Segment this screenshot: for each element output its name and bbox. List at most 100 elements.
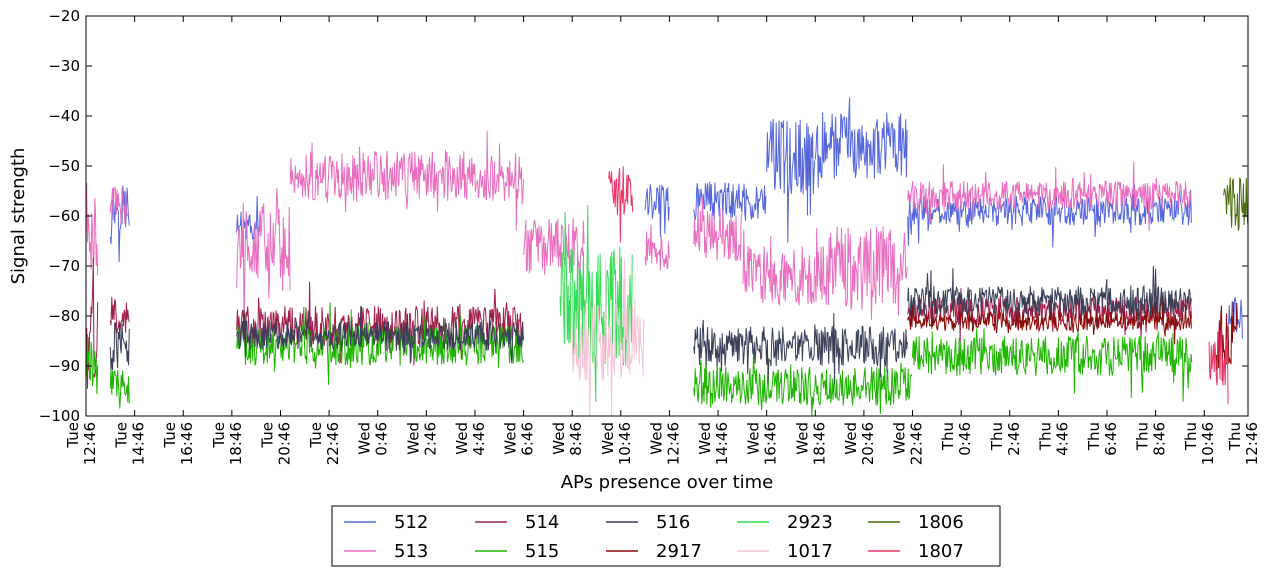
x-tick-label-line: Wed: [793, 422, 811, 455]
x-tick-label: Thu 12:46: [1226, 422, 1261, 465]
series-line: [693, 312, 908, 385]
series-line: [109, 186, 130, 225]
legend-frame: [331, 505, 1001, 567]
series-line: [814, 226, 908, 320]
series-line: [86, 182, 99, 276]
series-line: [693, 181, 767, 221]
x-tick-label: Wed 10:46: [599, 422, 634, 465]
y-tick-label: −20: [48, 7, 80, 25]
x-tick-label-line: 22:46: [908, 422, 926, 465]
y-tick-label: −90: [48, 357, 80, 375]
x-tick-label-line: Wed: [599, 422, 617, 455]
legend: 512 513 514 515 516 2917 2923 1017 1806 1807: [331, 505, 1001, 567]
x-tick-label-line: Thu: [988, 422, 1006, 451]
series-line: [523, 217, 585, 290]
y-tick-label: −50: [48, 157, 80, 175]
series-line: [766, 118, 816, 243]
x-tick-label: Wed 8:46: [550, 422, 585, 456]
legend-item: 514: [475, 512, 559, 533]
series-line: [907, 184, 1192, 248]
legend-label: 1017: [787, 541, 833, 562]
x-tick-label: Thu 2:46: [988, 422, 1023, 456]
x-tick-label: Wed 6:46: [502, 422, 537, 456]
x-tick-label-line: 14:46: [713, 422, 731, 465]
series-line: [571, 259, 645, 416]
x-tick-label-line: Wed: [404, 422, 422, 455]
y-tick-label: −70: [48, 257, 80, 275]
x-tick-label-line: Tue: [64, 422, 82, 449]
series-layer: [86, 97, 1248, 416]
series-line: [1208, 329, 1229, 405]
legend-label: 2917: [656, 541, 702, 562]
x-tick-label-line: Wed: [356, 422, 374, 455]
legend-item: 2923: [737, 512, 833, 533]
series-line: [236, 188, 291, 337]
x-tick-label: Wed 0:46: [356, 422, 391, 456]
x-tick-label-line: 2:46: [1005, 422, 1023, 456]
x-tick-label-line: 0:46: [956, 422, 974, 456]
x-tick-label: Tue 22:46: [307, 422, 342, 465]
x-tick-label: Wed 4:46: [453, 422, 488, 456]
legend-label: 513: [394, 541, 428, 562]
x-tick-label-line: 14:46: [130, 422, 148, 465]
legend-label: 514: [525, 512, 559, 533]
x-tick-label: Wed 18:46: [793, 422, 828, 465]
x-tick-label-line: Wed: [502, 422, 520, 455]
series-line: [236, 281, 524, 366]
x-tick-label-line: Wed: [647, 422, 665, 455]
series-line: [236, 195, 262, 241]
x-tick-label-line: 18:46: [227, 422, 245, 465]
x-tick-label-line: 20:46: [859, 422, 877, 465]
x-tick-label: Tue 18:46: [210, 422, 245, 465]
x-tick-label-line: 0:46: [373, 422, 391, 456]
series-line: [912, 328, 1193, 402]
x-tick-label-line: Wed: [745, 422, 763, 455]
x-tick-label-line: 8:46: [567, 422, 585, 456]
legend-item: 515: [475, 541, 559, 562]
x-tick-label-line: 8:46: [1151, 422, 1169, 456]
x-axis: Tue 12:46 Tue 14:46 Tue 16:46 Tue 18:46 Tue 20:46…: [64, 16, 1261, 465]
x-tick-label-line: 12:46: [81, 422, 99, 465]
series-516: [109, 265, 1192, 385]
x-tick-label-line: Thu: [939, 422, 957, 451]
x-tick-label-line: 12:46: [1243, 422, 1261, 465]
legend-label: 516: [656, 512, 690, 533]
x-tick-label-line: 6:46: [1102, 422, 1120, 456]
x-tick-label: Wed 12:46: [647, 422, 682, 465]
series-512: [109, 97, 1243, 339]
series-line: [741, 229, 816, 307]
x-tick-label-line: 20:46: [275, 422, 293, 465]
x-tick-label: Tue 12:46: [64, 422, 99, 465]
y-tick-label: −40: [48, 107, 80, 125]
y-tick-label: −60: [48, 207, 80, 225]
x-tick-label-line: 4:46: [1053, 422, 1071, 456]
y-axis-label: Signal strength: [8, 148, 29, 285]
legend-item: 1017: [737, 541, 833, 562]
x-tick-label-line: 16:46: [178, 422, 196, 465]
x-tick-label: Thu 0:46: [939, 422, 974, 456]
series-1806: [1223, 177, 1248, 231]
x-tick-label: Tue 16:46: [161, 422, 196, 465]
x-tick-label-line: Wed: [842, 422, 860, 455]
x-tick-label-line: 4:46: [470, 422, 488, 456]
x-tick-label: Tue 14:46: [113, 422, 148, 465]
series-line: [559, 204, 633, 403]
series-line: [907, 161, 1192, 231]
series-line: [693, 349, 913, 416]
x-tick-label-line: Thu: [1134, 422, 1152, 451]
legend-label: 1806: [918, 512, 964, 533]
x-tick-label: Thu 4:46: [1036, 422, 1071, 456]
legend-item: 1807: [868, 541, 964, 562]
series-line: [109, 322, 130, 371]
x-tick-label: Wed 14:46: [696, 422, 731, 465]
x-tick-label-line: 2:46: [421, 422, 439, 456]
x-tick-label: Wed 22:46: [891, 422, 926, 465]
x-tick-label-line: 22:46: [324, 422, 342, 465]
x-tick-label: Thu 10:46: [1182, 422, 1217, 465]
legend-item: 2917: [606, 541, 702, 562]
y-axis: −100 −90 −80 −70 −60 −50 −40 −30 −20: [39, 7, 1248, 425]
x-tick-label-line: 16:46: [762, 422, 780, 465]
x-tick-label-line: 12:46: [664, 422, 682, 465]
x-tick-label-line: 10:46: [616, 422, 634, 465]
series-1807: [608, 166, 1229, 405]
